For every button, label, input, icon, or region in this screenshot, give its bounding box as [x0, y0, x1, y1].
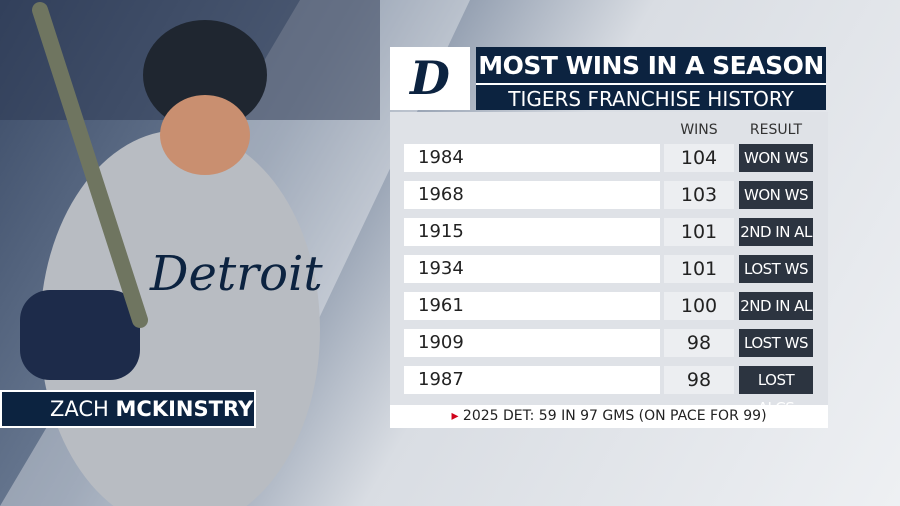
wins-cell: 98: [664, 329, 734, 357]
stats-panel: D MOST WINS IN A SEASON TIGERS FRANCHISE…: [390, 45, 828, 428]
result-cell: LOST WS: [739, 329, 813, 357]
result-cell: WON WS: [739, 181, 813, 209]
footnote: ▸ 2025 DET: 59 IN 97 GMS (ON PACE FOR 99…: [390, 405, 828, 428]
wins-cell: 101: [664, 255, 734, 283]
title: MOST WINS IN A SEASON: [478, 51, 824, 80]
column-header: WINS: [680, 122, 718, 138]
subtitle: TIGERS FRANCHISE HISTORY: [476, 83, 826, 111]
year-cell: 1961: [404, 292, 660, 320]
team-logo: D: [390, 47, 470, 110]
svg-text:Detroit: Detroit: [149, 246, 323, 302]
title-box: MOST WINS IN A SEASON TIGERS FRANCHISE H…: [476, 47, 826, 111]
year-cell: 1934: [404, 255, 660, 283]
wins-cell: 103: [664, 181, 734, 209]
year-cell: 1968: [404, 181, 660, 209]
year-cell: 1987: [404, 366, 660, 394]
result-cell: 2ND IN AL: [739, 218, 813, 246]
year-cell: 1909: [404, 329, 660, 357]
result-cell: 2ND IN AL: [739, 292, 813, 320]
year-cell: 1915: [404, 218, 660, 246]
result-cell: LOST ALCS: [739, 366, 813, 417]
result-cell: WON WS: [739, 144, 813, 172]
last-name: MCKINSTRY: [115, 397, 254, 421]
result-cell: LOST WS: [739, 255, 813, 283]
year-cell: 1984: [404, 144, 660, 172]
wins-cell: 98: [664, 366, 734, 394]
wins-cell: 104: [664, 144, 734, 172]
name-plate: ZACH MCKINSTRY: [0, 390, 256, 428]
wins-cell: 100: [664, 292, 734, 320]
table: WINS RESULT 1984 104 WON WS 1968 103 WON WS 19…: [390, 112, 828, 417]
wins-cell: 101: [664, 218, 734, 246]
footnote-text: 2025 DET: 59 IN 97 GMS (ON PACE FOR 99): [462, 408, 767, 424]
first-name: ZACH: [50, 397, 109, 421]
column-header: RESULT: [749, 122, 803, 138]
